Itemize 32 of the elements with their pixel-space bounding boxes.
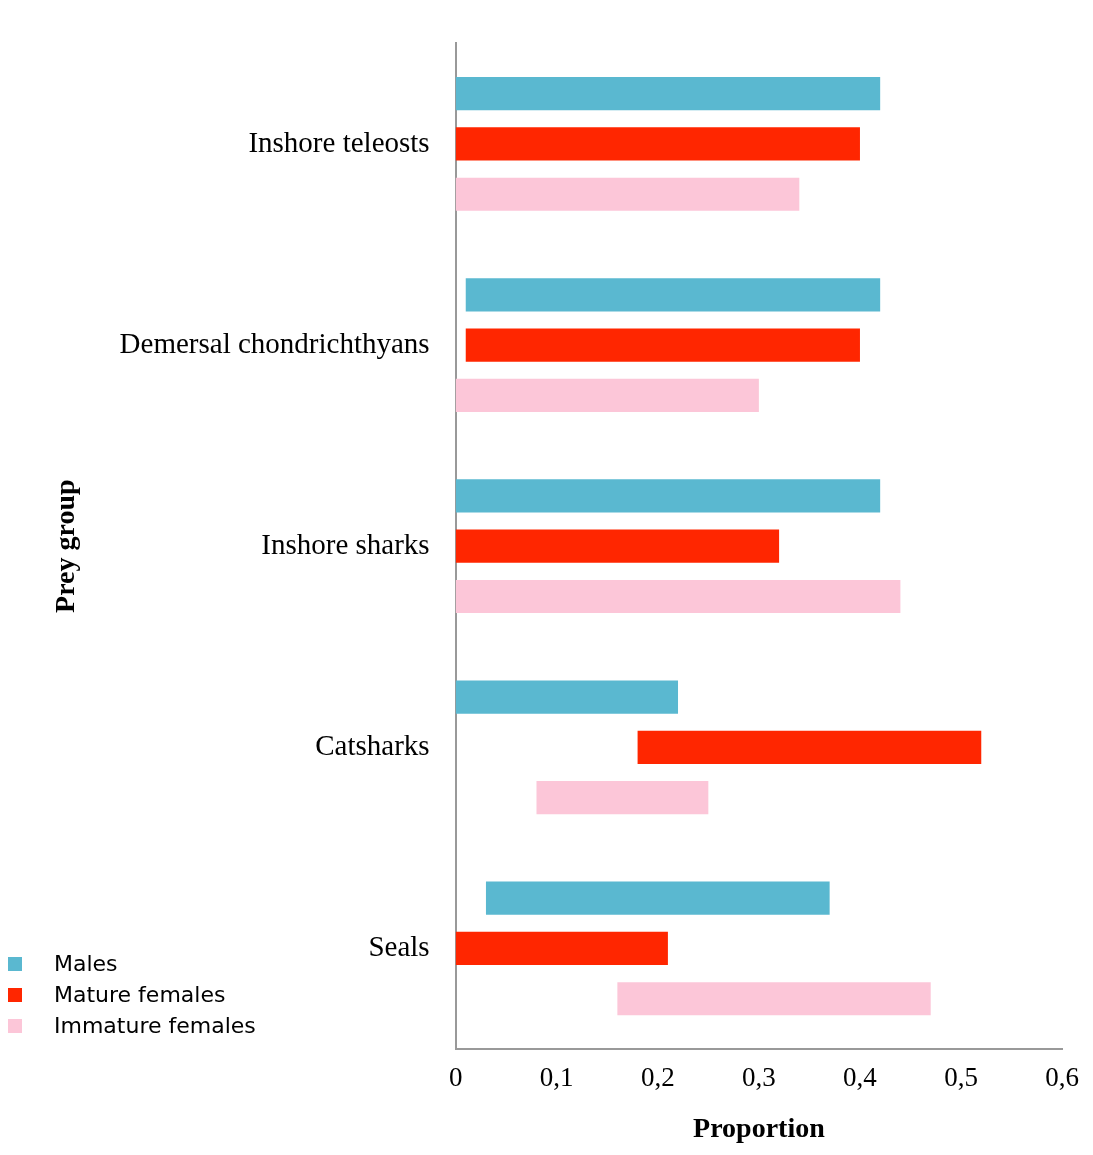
y-tick-label: Catsharks (315, 728, 430, 761)
y-tick-label: Inshore teleosts (248, 125, 430, 158)
x-tick-label: 0,5 (944, 1062, 978, 1093)
x-tick-label: 0,6 (1045, 1062, 1079, 1093)
legend-label: Immature females (54, 1013, 256, 1038)
bar (485, 881, 830, 915)
legend-label: Mature females (54, 982, 226, 1007)
bar (536, 781, 709, 815)
legend-label: Males (54, 951, 118, 976)
bar (455, 931, 668, 966)
y-tick-label: Seals (368, 930, 430, 963)
bar (455, 77, 881, 111)
bar (465, 278, 881, 312)
bar (455, 479, 881, 513)
y-tick-label: Inshore sharks (261, 527, 430, 560)
x-axis-title: Proportion (693, 1112, 826, 1144)
bar (455, 378, 759, 412)
x-tick-label: 0,1 (539, 1062, 574, 1093)
x-tick-label: 0,3 (742, 1062, 776, 1093)
bar (637, 730, 982, 764)
y-axis-title: Prey group (49, 479, 81, 613)
x-tick-label: 0,4 (843, 1062, 878, 1093)
x-tick-label: 0 (448, 1062, 463, 1093)
bar (465, 328, 860, 362)
bar (455, 680, 679, 714)
bar (455, 127, 860, 161)
bar (455, 529, 780, 563)
bar (455, 177, 800, 211)
y-tick-label: Demersal chondrichthyans (119, 326, 430, 359)
bar (455, 579, 901, 614)
bar (617, 982, 931, 1016)
x-tick-label: 0,2 (640, 1062, 675, 1093)
